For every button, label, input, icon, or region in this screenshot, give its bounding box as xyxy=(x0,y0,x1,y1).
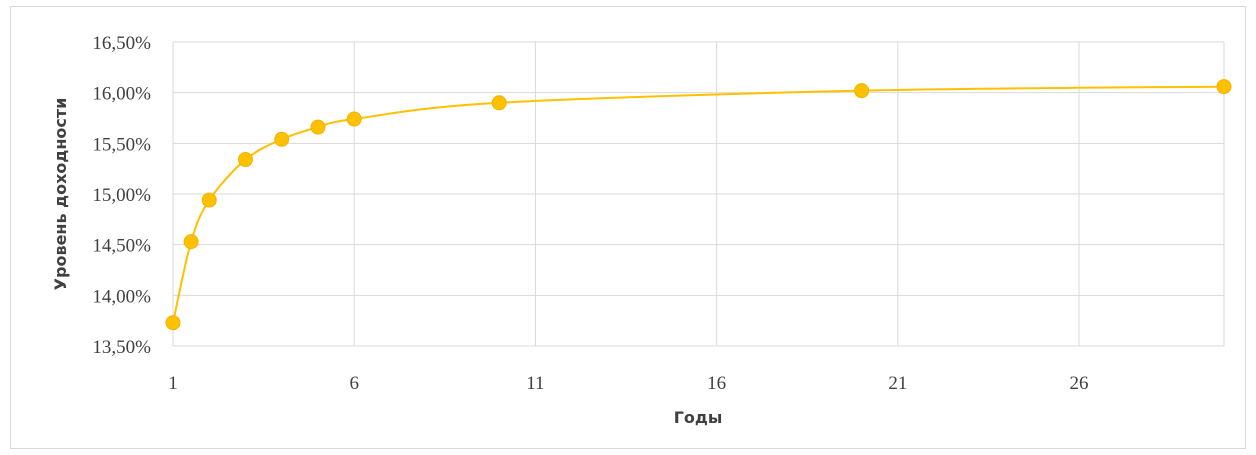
x-axis-title: Годы xyxy=(674,408,723,427)
y-axis-ticks: 13,50% 14,00% 14,50% 15,00% 15,50% 16,00% 16,5… xyxy=(92,33,151,358)
data-point xyxy=(274,131,290,147)
y-tick-label: 15,00% xyxy=(92,185,151,206)
y-tick-label: 13,50% xyxy=(92,337,151,358)
x-tick-label: 26 xyxy=(1070,373,1089,394)
x-tick-label: 21 xyxy=(888,373,907,394)
data-point xyxy=(310,119,326,135)
data-point xyxy=(1216,79,1232,95)
data-points xyxy=(165,79,1232,331)
x-tick-label: 6 xyxy=(349,373,359,394)
chart-frame xyxy=(10,6,1246,449)
series-line xyxy=(172,85,1225,323)
x-tick-label: 11 xyxy=(526,373,544,394)
y-tick-label: 15,50% xyxy=(92,134,151,155)
data-point xyxy=(165,315,181,331)
y-axis-title: Уровень доходности xyxy=(51,98,70,291)
data-point xyxy=(237,152,253,168)
y-tick-label: 16,50% xyxy=(92,33,151,54)
data-point xyxy=(183,234,199,250)
x-tick-label: 16 xyxy=(707,373,726,394)
y-tick-label: 14,00% xyxy=(92,286,151,307)
data-point xyxy=(854,83,870,99)
y-tick-label: 14,50% xyxy=(92,236,151,257)
x-axis-ticks: 1 6 11 16 21 26 xyxy=(168,373,1088,394)
x-tick-label: 1 xyxy=(168,373,178,394)
data-point xyxy=(346,111,362,127)
y-tick-label: 16,00% xyxy=(92,84,151,105)
data-point xyxy=(491,95,507,111)
data-point xyxy=(201,192,217,208)
